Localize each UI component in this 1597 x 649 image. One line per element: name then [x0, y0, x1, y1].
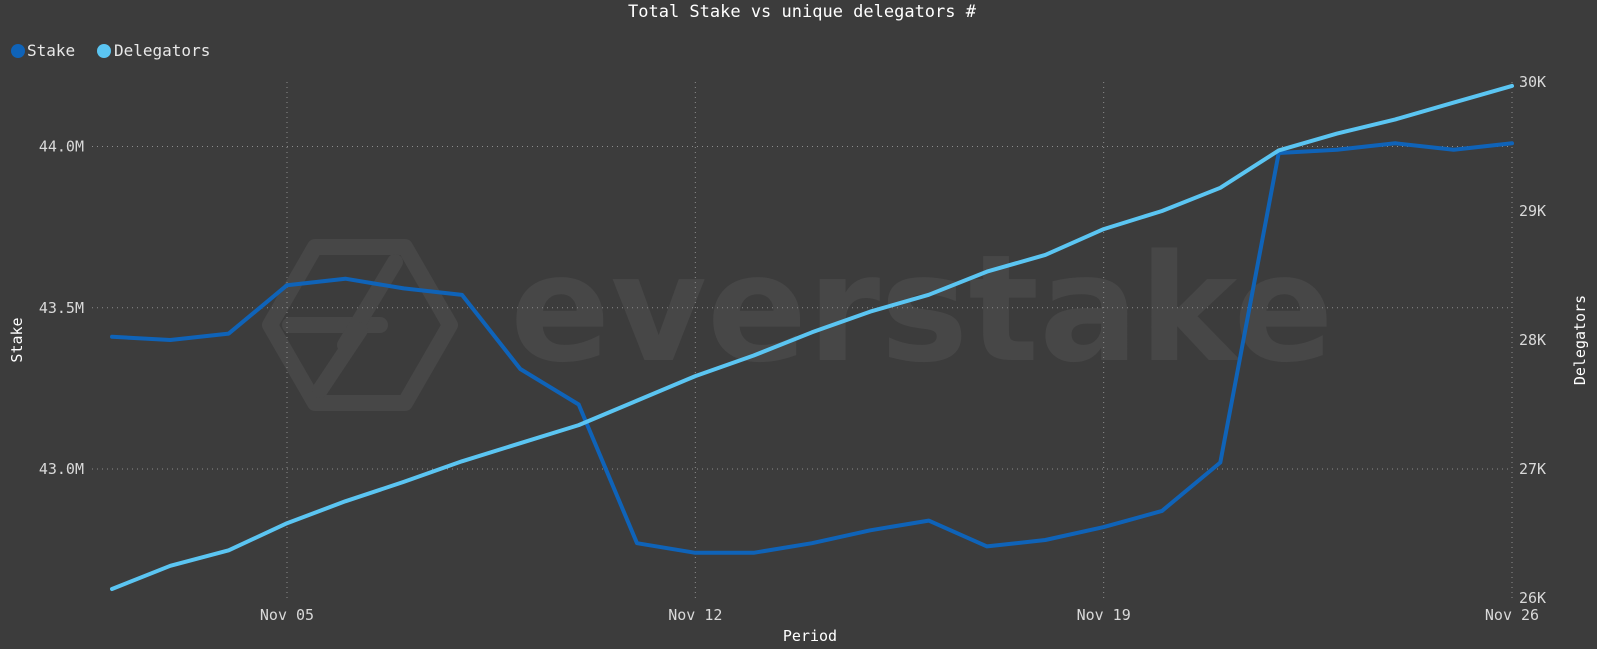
watermark-text: everstake [510, 223, 1334, 395]
watermark: everstake [262, 223, 1334, 411]
series [110, 83, 1514, 591]
y-axis-left-ticks: 43.0M 43.5M 44.0M [39, 138, 84, 479]
watermark-logo-icon [262, 239, 458, 411]
y-left-tick-label: 43.5M [39, 299, 84, 317]
x-tick-label: Nov 19 [1077, 606, 1131, 624]
legend-dot-stake [11, 44, 25, 58]
series-line-delegators[interactable] [110, 83, 1514, 591]
legend-item-delegators[interactable]: Delegators [97, 41, 210, 60]
y-axis-right-ticks: 26K 27K 28K 29K 30K [1519, 73, 1546, 607]
y-right-tick-label: 29K [1519, 202, 1546, 220]
legend-label-delegators: Delegators [114, 41, 210, 60]
y-axis-left-label: Stake [8, 317, 26, 362]
y-right-tick-label: 28K [1519, 331, 1546, 349]
y-axis-right-label: Delegators [1571, 295, 1589, 385]
x-tick-label: Nov 12 [668, 606, 722, 624]
legend-dot-delegators [97, 44, 111, 58]
y-right-tick-label: 27K [1519, 460, 1546, 478]
y-right-tick-label: 26K [1519, 589, 1546, 607]
legend-label-stake: Stake [27, 41, 75, 60]
chart-title: Total Stake vs unique delegators # [628, 2, 977, 22]
x-axis-ticks: Nov 05 Nov 12 Nov 19 Nov 26 [260, 606, 1539, 624]
x-tick-label: Nov 26 [1485, 606, 1539, 624]
grid [92, 82, 1513, 598]
legend: Stake Delegators [11, 41, 210, 60]
x-axis-label: Period [783, 627, 837, 645]
series-line-stake[interactable] [110, 141, 1514, 555]
y-left-tick-label: 43.0M [39, 460, 84, 478]
y-right-tick-label: 30K [1519, 73, 1546, 91]
legend-item-stake[interactable]: Stake [11, 41, 75, 60]
y-left-tick-label: 44.0M [39, 138, 84, 156]
x-tick-label: Nov 05 [260, 606, 314, 624]
